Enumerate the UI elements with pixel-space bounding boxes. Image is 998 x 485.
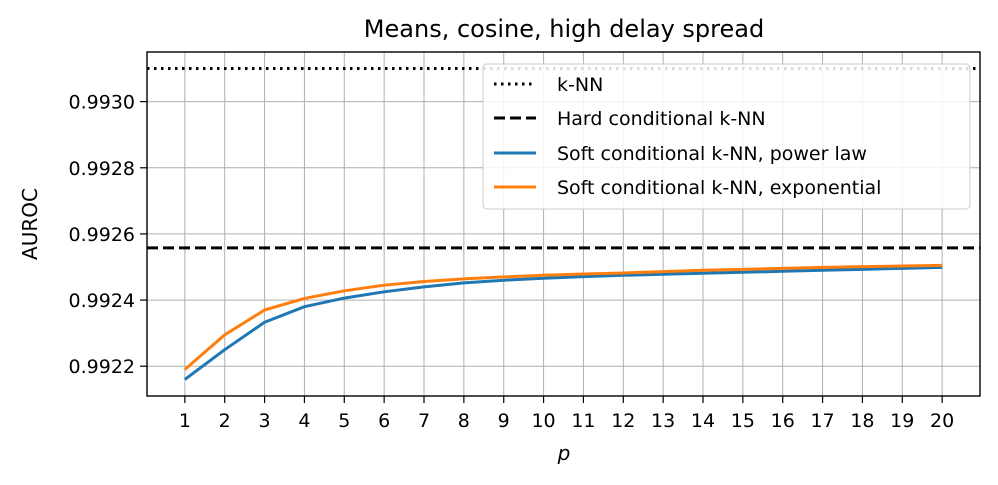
y-tick-label: 0.9930 bbox=[69, 92, 135, 114]
x-tick-label: 5 bbox=[338, 410, 350, 432]
chart-title: Means, cosine, high delay spread bbox=[364, 15, 764, 43]
legend: k-NN Hard conditional k-NN Soft conditio… bbox=[482, 63, 971, 210]
y-tick-label: 0.9926 bbox=[69, 224, 135, 246]
x-tick-label: 16 bbox=[771, 410, 795, 432]
x-tick-label: 10 bbox=[531, 410, 555, 432]
legend-label-knn: k-NN bbox=[557, 74, 603, 96]
x-tick-label: 4 bbox=[298, 410, 310, 432]
x-tick-label: 6 bbox=[378, 410, 390, 432]
x-tick-label: 13 bbox=[651, 410, 675, 432]
x-tick-label: 11 bbox=[571, 410, 595, 432]
y-tick-label: 0.9924 bbox=[69, 290, 135, 312]
legend-box bbox=[482, 63, 971, 210]
x-tick-label: 3 bbox=[259, 410, 271, 432]
x-tick-label: 12 bbox=[611, 410, 635, 432]
legend-label-power-law: Soft conditional k-NN, power law bbox=[557, 143, 867, 165]
x-tick-label: 15 bbox=[731, 410, 755, 432]
x-tick-label: 20 bbox=[930, 410, 954, 432]
x-tick-label: 2 bbox=[219, 410, 231, 432]
x-tick-label: 9 bbox=[498, 410, 510, 432]
x-tick-label: 8 bbox=[458, 410, 470, 432]
y-tick-label: 0.9928 bbox=[69, 158, 135, 180]
legend-label-hard-knn: Hard conditional k-NN bbox=[557, 108, 766, 130]
series-line-power-law bbox=[183, 265, 943, 381]
y-axis-label: AUROC bbox=[18, 188, 42, 260]
x-tick-label: 17 bbox=[810, 410, 834, 432]
y-axis-ticks: 0.9922 0.9924 0.9926 0.9928 0.9930 bbox=[69, 92, 147, 378]
x-tick-label: 14 bbox=[691, 410, 715, 432]
legend-label-exponential: Soft conditional k-NN, exponential bbox=[557, 177, 881, 199]
x-tick-label: 1 bbox=[179, 410, 191, 432]
x-axis-label: p bbox=[557, 441, 571, 465]
series-line-exponential bbox=[183, 263, 943, 371]
x-tick-label: 18 bbox=[850, 410, 874, 432]
x-tick-label: 7 bbox=[418, 410, 430, 432]
x-axis-ticks: 1 2 3 4 5 6 7 8 9 10 11 12 13 14 15 16 17 18 19 20 bbox=[179, 396, 954, 432]
y-tick-label: 0.9922 bbox=[69, 356, 135, 378]
axes-frame bbox=[146, 51, 981, 397]
x-tick-label: 19 bbox=[890, 410, 914, 432]
